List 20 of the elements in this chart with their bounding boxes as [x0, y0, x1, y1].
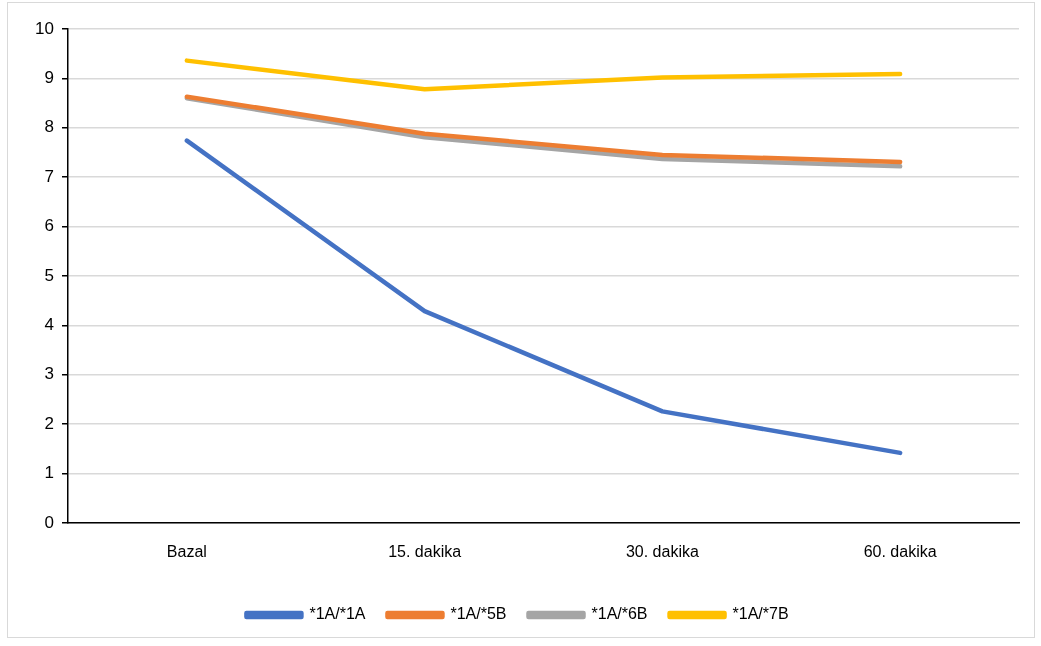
legend-label: *1A/*7B — [732, 605, 789, 623]
x-tick-label: 30. dakika — [625, 543, 699, 561]
legend-label: *1A/*6B — [591, 605, 648, 623]
y-tick-label: 1 — [44, 463, 54, 483]
y-tick-label: 10 — [35, 18, 54, 38]
x-tick-label: 60. dakika — [863, 543, 937, 561]
x-tick-label: 15. dakika — [388, 543, 462, 561]
x-tick-label: Bazal — [166, 543, 207, 561]
legend-label: *1A/*1A — [309, 605, 366, 623]
y-tick-label: 5 — [44, 265, 54, 285]
y-tick-label: 3 — [44, 364, 54, 384]
y-tick-label: 7 — [44, 166, 54, 186]
y-tick-label: 0 — [44, 512, 54, 532]
y-tick-label: 4 — [44, 315, 54, 335]
y-tick-label: 2 — [44, 413, 54, 433]
legend-label: *1A/*5B — [450, 605, 507, 623]
y-tick-label: 9 — [44, 68, 54, 88]
y-tick-label: 8 — [44, 117, 54, 137]
y-tick-label: 6 — [44, 216, 54, 236]
chart-frame: *1A/*1A *1A/*5B *1A/*6B *1A/*7B Bazal 15. dakika 30. dakika 60. dakika 0 1 2 3 4 5 6 7 8 9 10 — [7, 2, 1035, 638]
